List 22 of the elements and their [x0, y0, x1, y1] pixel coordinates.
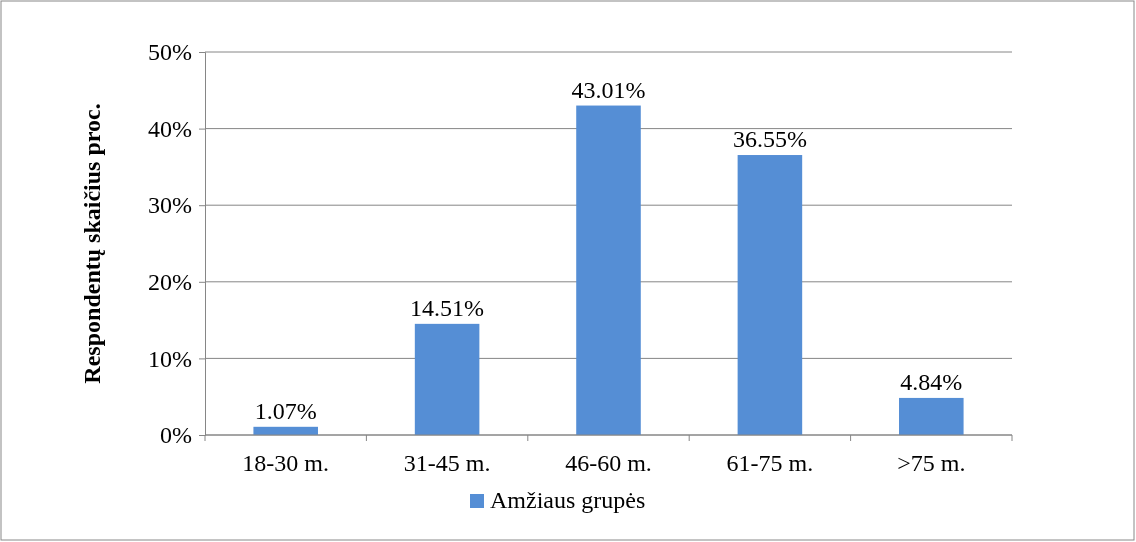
data-label: 1.07%	[254, 397, 317, 424]
bar	[414, 323, 480, 435]
x-tick-label: >75 m.	[897, 450, 966, 476]
data-label: 36.55%	[732, 126, 807, 153]
x-tick-label: 18-30 m.	[242, 450, 330, 476]
y-tick-label: 40%	[148, 115, 192, 142]
x-tick-label: 46-60 m.	[565, 450, 652, 476]
y-tick-label: 30%	[148, 192, 192, 219]
y-tick-label: 20%	[148, 268, 192, 295]
y-tick-label: 10%	[148, 345, 192, 372]
x-tick-label: 61-75 m.	[726, 450, 814, 476]
y-tick-label: 50%	[148, 39, 192, 66]
bar	[737, 155, 803, 435]
data-label: 14.51%	[410, 294, 485, 321]
bar	[899, 397, 964, 435]
y-tick-label: 0%	[160, 422, 192, 449]
data-label: 43.01%	[571, 76, 646, 103]
x-tick-label: 31-45 m.	[403, 450, 491, 476]
bar	[576, 105, 641, 435]
legend-label: Amžiaus grupės	[490, 487, 646, 513]
y-axis-title: Respondentų skaičius proc.	[79, 103, 105, 384]
data-label: 4.84%	[900, 368, 963, 395]
